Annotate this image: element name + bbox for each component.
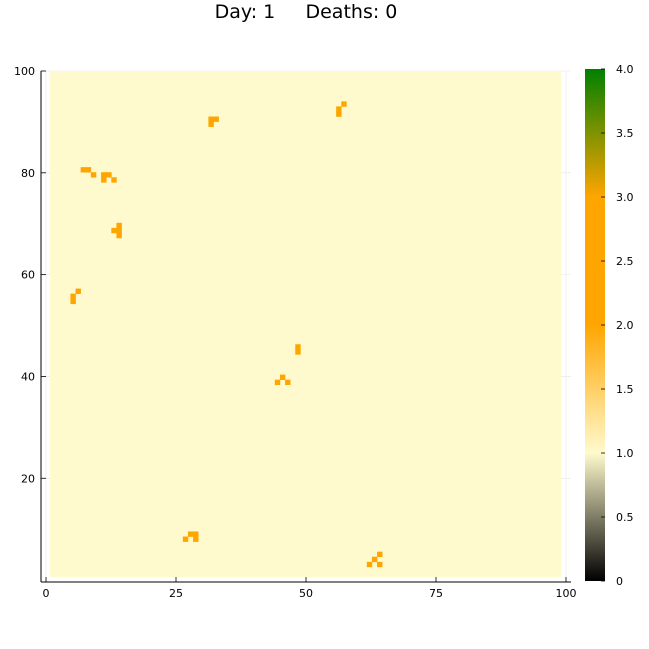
infected-cell (285, 379, 291, 386)
infected-cell (116, 227, 122, 234)
heatmap-background (50, 71, 561, 577)
infected-cell (116, 222, 122, 229)
infected-cell (182, 536, 189, 542)
chart-title: Day: 1 Deaths: 0 (0, 0, 612, 24)
colorbar (585, 69, 605, 581)
colorbar-ticks: 0 0.5 1.0 1.5 2.0 2.5 3.0 3.5 4.0 (601, 63, 634, 588)
colorbar-tick-label: 2.0 (616, 319, 634, 332)
x-tick-label: 0 (43, 587, 50, 600)
colorbar-tick-label: 4.0 (616, 63, 634, 76)
infected-cell (371, 556, 378, 563)
colorbar-tick-label: 3.5 (616, 127, 634, 140)
infected-cell (213, 116, 219, 122)
y-tick-label: 20 (21, 472, 35, 485)
y-tick-label: 40 (21, 370, 35, 383)
infected-cell (274, 379, 281, 386)
infected-cell (377, 561, 383, 568)
x-tick-label: 100 (556, 587, 577, 600)
colorbar-tick-label: 2.5 (616, 255, 634, 268)
deaths-label: Deaths: 0 (305, 1, 398, 23)
infected-cell (295, 349, 301, 355)
infected-cell (187, 531, 194, 537)
infected-cell (75, 288, 81, 294)
heatmap-cells (70, 101, 383, 568)
infected-cell (295, 344, 301, 350)
infected-cell (85, 167, 92, 173)
infected-cell (106, 172, 112, 178)
x-tick-label: 25 (169, 587, 183, 600)
infected-cell (208, 121, 214, 127)
infected-cell (279, 374, 286, 380)
colorbar-tick-label: 0 (616, 575, 623, 588)
infected-cell (90, 172, 97, 178)
infected-cell (101, 177, 107, 183)
colorbar-tick-label: 1.0 (616, 447, 634, 460)
infected-cell (341, 101, 347, 107)
infected-cell (193, 531, 199, 537)
infected-cell (101, 172, 107, 178)
infected-cell (111, 227, 117, 234)
x-tick-label: 50 (299, 587, 313, 600)
colorbar-tick-label: 1.5 (616, 383, 634, 396)
colorbar-tick-label: 3.0 (616, 191, 634, 204)
y-tick-label: 100 (14, 65, 35, 78)
infected-cell (70, 293, 76, 299)
y-axis-ticks: 20 40 60 80 100 (14, 65, 46, 485)
infected-cell (336, 106, 342, 112)
infected-cell (80, 167, 87, 173)
infected-cell (208, 116, 214, 122)
infected-cell (366, 561, 373, 568)
infected-cell (116, 232, 122, 239)
y-tick-label: 60 (21, 269, 35, 282)
infected-cell (193, 536, 199, 542)
infected-cell (70, 298, 76, 305)
infected-cell (336, 111, 342, 117)
infected-cell (377, 551, 383, 558)
infected-cell (111, 177, 117, 183)
y-tick-label: 80 (21, 167, 35, 180)
day-label: Day: 1 (214, 1, 276, 23)
x-tick-label: 75 (429, 587, 443, 600)
colorbar-tick-label: 0.5 (616, 511, 634, 524)
x-axis-ticks: 0 25 50 75 100 (43, 577, 577, 600)
